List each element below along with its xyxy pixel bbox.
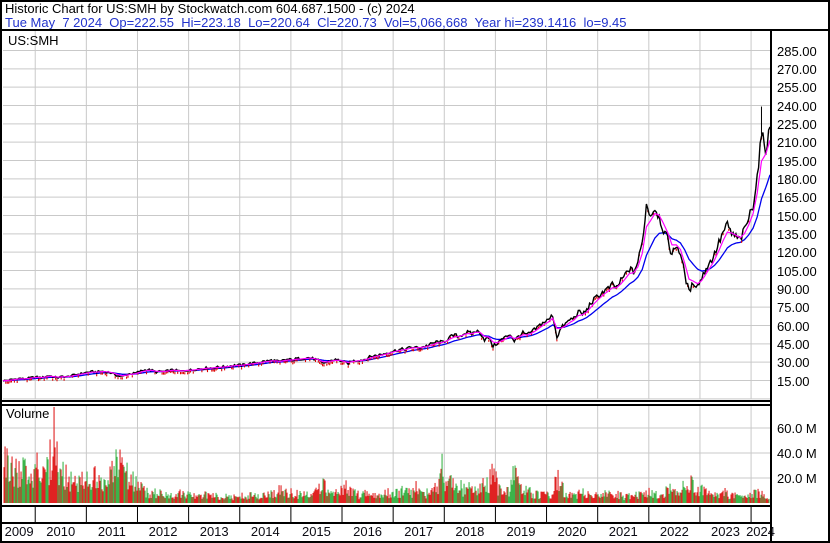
year-row-divider [0,522,772,524]
year-label: 2023 [711,524,740,539]
year-label: 2009 [4,524,34,539]
price-axis-label: 285.00 [777,43,817,59]
price-axis-label: 75.00 [777,300,810,316]
symbol-label: US:SMH [8,33,59,48]
price-axis-label: 60.00 [777,318,810,334]
price-axis-label: 120.00 [777,245,817,261]
year-label: 2013 [199,524,229,539]
quote-summary-line: Tue May 7 2024 Op=222.55 Hi=223.18 Lo=22… [5,15,627,30]
price-axis-label: 210.00 [777,135,817,151]
year-label: 2014 [250,524,280,539]
year-label: 2015 [301,524,331,539]
volume-axis-label: 60.0 M [777,421,817,436]
year-label: 2022 [659,524,689,539]
price-axis-label: 105.00 [777,263,817,279]
year-label: 2010 [46,524,76,539]
price-axis-label: 30.00 [777,355,810,371]
year-label: 2012 [148,524,178,539]
chart-title: Historic Chart for US:SMH by Stockwatch.… [5,1,415,16]
year-label: 2024 [746,524,775,539]
volume-panel-label: Volume [6,406,50,421]
year-label: 2011 [97,524,126,539]
volume-bottom-border [0,505,772,507]
panel-divider-bottom [0,404,772,406]
price-axis-label: 135.00 [777,226,817,242]
volume-axis-label: 20.0 M [777,471,817,486]
price-axis-label: 45.00 [777,336,810,352]
price-axis-label: 255.00 [777,80,817,96]
price-axis-label: 225.00 [777,116,817,132]
price-axis-label: 270.00 [777,61,817,77]
price-axis-label: 240.00 [777,98,817,114]
price-axis-label: 180.00 [777,171,817,187]
volume-axis-label: 40.0 M [777,446,817,461]
year-label: 2017 [404,524,434,539]
year-label: 2020 [557,524,587,539]
year-label: 2021 [608,524,638,539]
year-label: 2018 [455,524,485,539]
price-axis-label: 150.00 [777,208,817,224]
price-axis-label: 195.00 [777,153,817,169]
price-axis-label: 90.00 [777,281,810,297]
panel-divider-top [0,400,772,402]
price-axis-label: 165.00 [777,190,817,206]
year-label: 2016 [353,524,383,539]
header-divider [0,29,830,31]
year-label: 2019 [506,524,536,539]
plot-right-border [770,29,772,541]
price-axis-label: 15.00 [777,373,810,389]
